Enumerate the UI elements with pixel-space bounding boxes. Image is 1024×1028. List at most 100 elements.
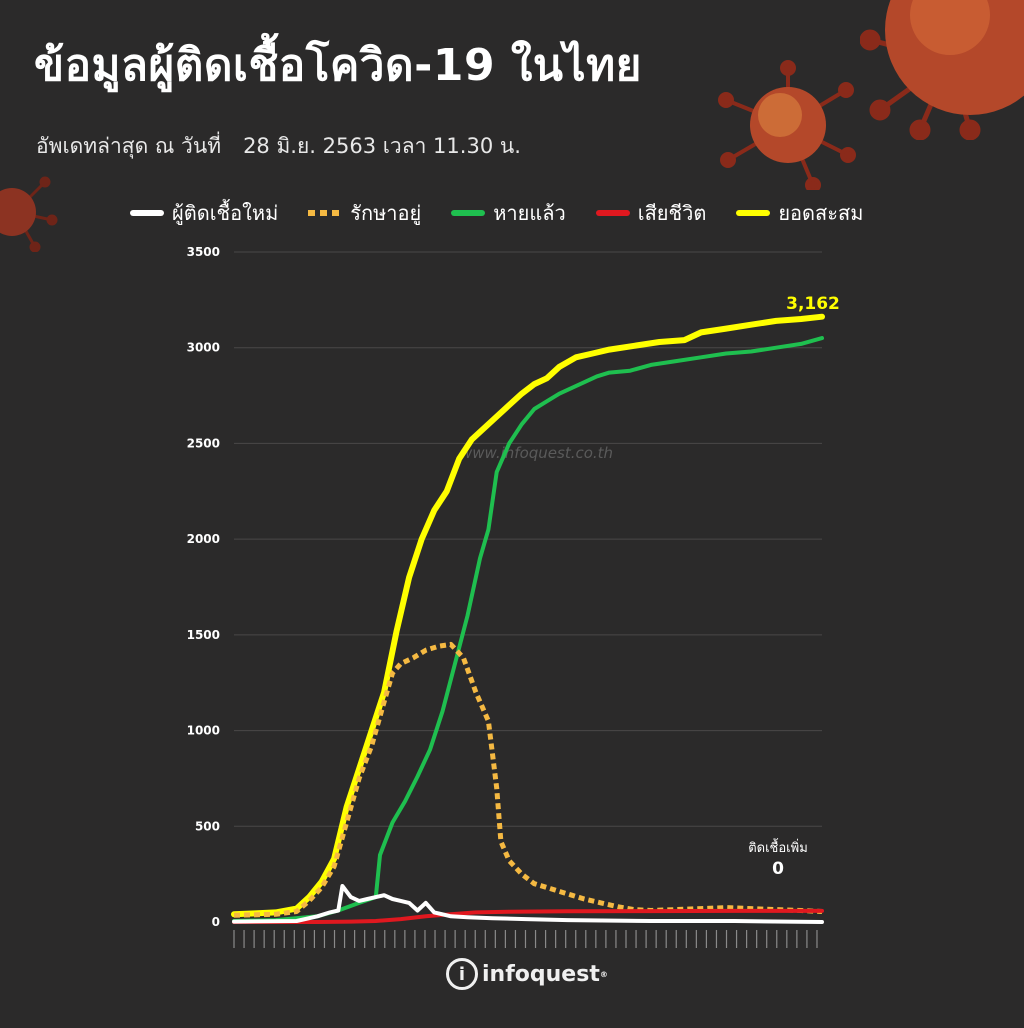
x-tick-mark (333, 930, 336, 948)
x-tick-mark (715, 930, 718, 948)
x-tick-mark (705, 930, 708, 948)
infoquest-logo: i infoquest ® (446, 958, 608, 990)
watermark: www.infoquest.co.th (460, 444, 613, 462)
y-tick-label: 3000 (187, 341, 220, 355)
x-tick-mark (514, 930, 517, 948)
x-tick-mark (454, 930, 456, 948)
x-tick-mark (484, 930, 486, 948)
infoquest-logo-mark: i (446, 958, 478, 990)
x-tick-mark (595, 930, 597, 948)
registered-mark: ® (599, 969, 608, 979)
legend-item-deaths: เสียชีวิต (595, 197, 707, 229)
legend-label-in-treatment: รักษาอยู่ (350, 201, 422, 225)
legend-swatch-deaths (595, 210, 630, 216)
infoquest-logo-text: infoquest (482, 961, 600, 987)
update-line: อัพเดทล่าสุด ณ วันที่ 28 มิ.ย. 2563 เวลา … (36, 130, 521, 163)
x-tick-mark (474, 930, 476, 948)
x-tick-mark (293, 930, 295, 948)
legend-swatch-in-treatment (308, 210, 343, 216)
x-tick-mark (253, 930, 255, 948)
x-tick-mark (323, 930, 326, 948)
x-tick-mark (233, 930, 235, 948)
legend-item-new-cases: ผู้ติดเชื้อใหม่ (130, 197, 278, 229)
x-tick-mark (776, 930, 778, 948)
x-tick-mark (816, 930, 818, 948)
page-title: ข้อมูลผู้ติดเชื้อโควิด-19 ในไทย (34, 40, 642, 91)
x-tick-mark (444, 930, 446, 948)
x-tick-mark (605, 930, 607, 948)
virus-illustration-small (0, 176, 58, 252)
y-tick-label: 2000 (187, 532, 220, 546)
cumulative-total-label: 3,162 (786, 294, 840, 314)
x-tick-mark (414, 930, 416, 948)
x-tick-mark (524, 930, 527, 948)
update-date: 28 มิ.ย. 2563 เวลา 11.30 น. (243, 134, 521, 158)
x-tick-mark (343, 930, 346, 948)
x-tick-mark (504, 930, 506, 948)
x-tick-mark (575, 930, 577, 948)
new-cases-annotation-label: ติดเชื้อเพิ่ม (748, 838, 808, 856)
y-tick-label: 0 (212, 915, 220, 929)
x-tick-mark (424, 930, 426, 948)
x-tick-mark (725, 930, 728, 948)
legend-label-cumulative: ยอดสะสม (778, 201, 864, 225)
x-tick-mark (645, 930, 647, 948)
x-tick-mark (243, 930, 245, 948)
x-tick-mark (665, 930, 667, 948)
legend-item-recovered: หายแล้ว (451, 197, 566, 229)
x-tick-mark (796, 930, 798, 948)
legend-label-recovered: หายแล้ว (493, 201, 566, 225)
series-line (231, 313, 825, 918)
legend-swatch-recovered (451, 210, 486, 216)
series-line (232, 336, 824, 923)
y-tick-label: 1000 (187, 724, 220, 738)
x-tick-mark (273, 930, 275, 948)
x-tick-mark (625, 930, 627, 948)
x-tick-mark (544, 930, 547, 948)
x-tick-mark (534, 930, 537, 948)
new-cases-annotation-value: 0 (772, 859, 784, 879)
x-tick-mark (655, 930, 657, 948)
y-tick-label: 1500 (187, 628, 220, 642)
x-tick-mark (374, 930, 376, 948)
legend-item-cumulative: ยอดสะสม (736, 197, 863, 229)
x-tick-mark (313, 930, 316, 948)
x-tick-mark (555, 930, 557, 948)
x-tick-mark (303, 930, 305, 948)
x-tick-mark (404, 930, 406, 948)
x-tick-mark (434, 930, 436, 948)
x-tick-mark (746, 930, 748, 948)
x-tick-mark (635, 930, 637, 948)
x-tick-mark (615, 930, 617, 948)
series-line (232, 884, 824, 924)
x-tick-mark (565, 930, 567, 948)
y-tick-label: 2500 (187, 436, 220, 450)
x-tick-mark (464, 930, 466, 948)
chart-legend: ผู้ติดเชื้อใหม่ รักษาอยู่ หายแล้ว เสียชี… (130, 198, 863, 228)
x-tick-mark (364, 930, 366, 948)
x-tick-mark (283, 930, 285, 948)
virus-illustration-medium (718, 60, 856, 190)
x-tick-mark (735, 930, 738, 948)
x-tick-mark (354, 930, 356, 948)
x-tick-mark (806, 930, 808, 948)
legend-item-in-treatment: รักษาอยู่ (308, 197, 421, 229)
x-tick-mark (394, 930, 396, 948)
x-tick-mark (766, 930, 768, 948)
y-tick-label: 3500 (187, 245, 220, 259)
x-tick-mark (384, 930, 386, 948)
x-tick-mark (675, 930, 677, 948)
x-tick-mark (756, 930, 758, 948)
legend-swatch-cumulative (736, 210, 771, 216)
x-tick-mark (263, 930, 265, 948)
legend-swatch-new-cases (130, 210, 164, 216)
x-tick-mark (585, 930, 587, 948)
legend-label-deaths: เสียชีวิต (637, 201, 707, 225)
y-tick-label: 500 (195, 819, 220, 833)
x-tick-mark (685, 930, 687, 948)
x-tick-mark (494, 930, 496, 948)
x-tick-mark (786, 930, 788, 948)
legend-label-new-cases: ผู้ติดเชื้อใหม่ (172, 201, 279, 225)
